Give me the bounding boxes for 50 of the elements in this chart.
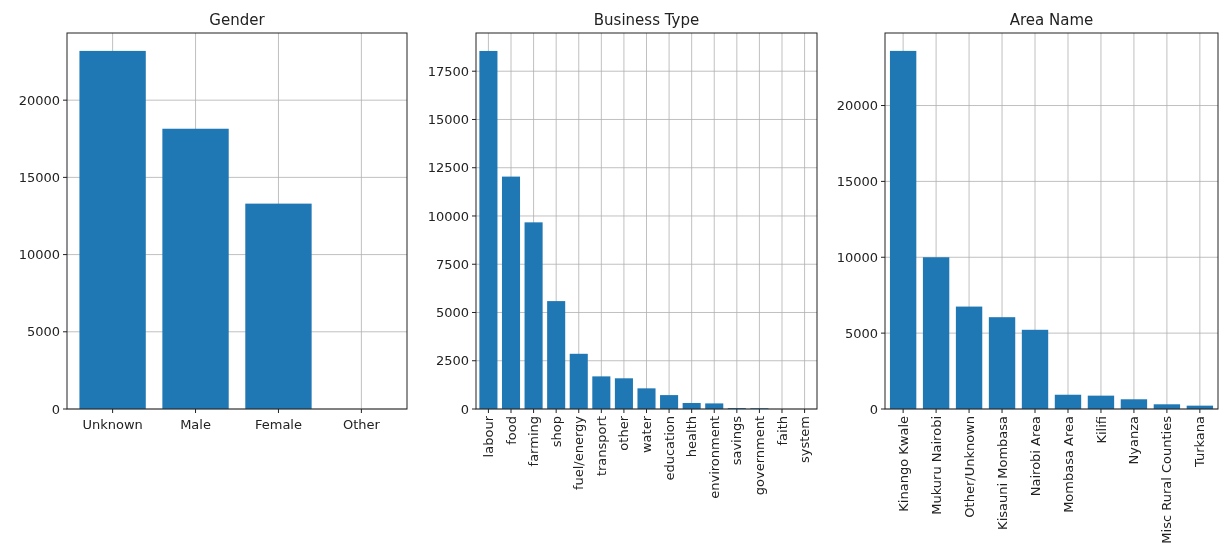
x-tick-label: environment [706,416,722,499]
x-tick-label: food [503,416,519,445]
x-tick-label: Nyanza [1126,416,1142,465]
chart-title: Gender [209,11,266,29]
y-tick-label: 17500 [427,63,469,79]
x-tick-label: shop [548,416,564,448]
y-tick-label: 15000 [427,112,469,128]
x-tick-label: Unknown [82,417,143,432]
x-tick-label: Mombasa Area [1060,416,1076,513]
y-tick-label: 0 [51,401,60,417]
chart-title: Area Name [1009,11,1094,29]
x-tick-label: water [639,415,655,454]
x-tick-label: other [616,415,632,451]
x-tick-label: farming [526,416,542,467]
y-tick-label: 10000 [18,247,60,263]
y-tick-label: 15000 [18,169,60,185]
y-tick-label: 0 [869,401,878,417]
x-tick-label: labour [480,415,496,458]
x-tick-label: government [751,416,767,496]
y-tick-label: 5000 [844,325,878,341]
x-tick-label: Other/Unknown [961,416,977,518]
x-tick-label: Male [180,417,211,432]
y-tick-label: 5000 [26,324,60,340]
y-tick-label: 10000 [427,208,469,224]
x-tick-label: education [661,416,677,481]
x-tick-label: Mukuru Nairobi [928,416,944,515]
x-tick-label: Other [342,417,381,432]
y-tick-label: 15000 [836,173,878,189]
x-tick-label: Kisauni Mombasa [994,416,1010,530]
x-tick-label: health [684,416,700,458]
y-tick-label: 7500 [435,256,469,272]
y-tick-label: 0 [460,401,469,417]
y-tick-label: 20000 [836,98,878,114]
x-tick-label: transport [593,416,609,477]
y-tick-label: 2500 [435,353,469,369]
x-tick-label: faith [774,416,790,446]
x-tick-label: Nairobi Area [1027,416,1043,497]
y-tick-label: 20000 [18,92,60,108]
x-tick-label: savings [729,415,745,466]
y-tick-label: 5000 [435,305,469,321]
x-tick-label: Kilifi [1093,416,1109,444]
y-tick-label: 12500 [427,160,469,176]
x-tick-label: Turkana [1192,416,1208,469]
x-tick-label: Misc Rural Counties [1159,415,1175,544]
chart-title: Business Type [593,11,700,29]
x-tick-label: fuel/energy [571,415,587,491]
x-tick-label: system [797,416,813,463]
y-tick-label: 10000 [836,249,878,265]
x-tick-label: Female [254,417,302,432]
x-tick-label: Kinango Kwale [895,416,911,512]
